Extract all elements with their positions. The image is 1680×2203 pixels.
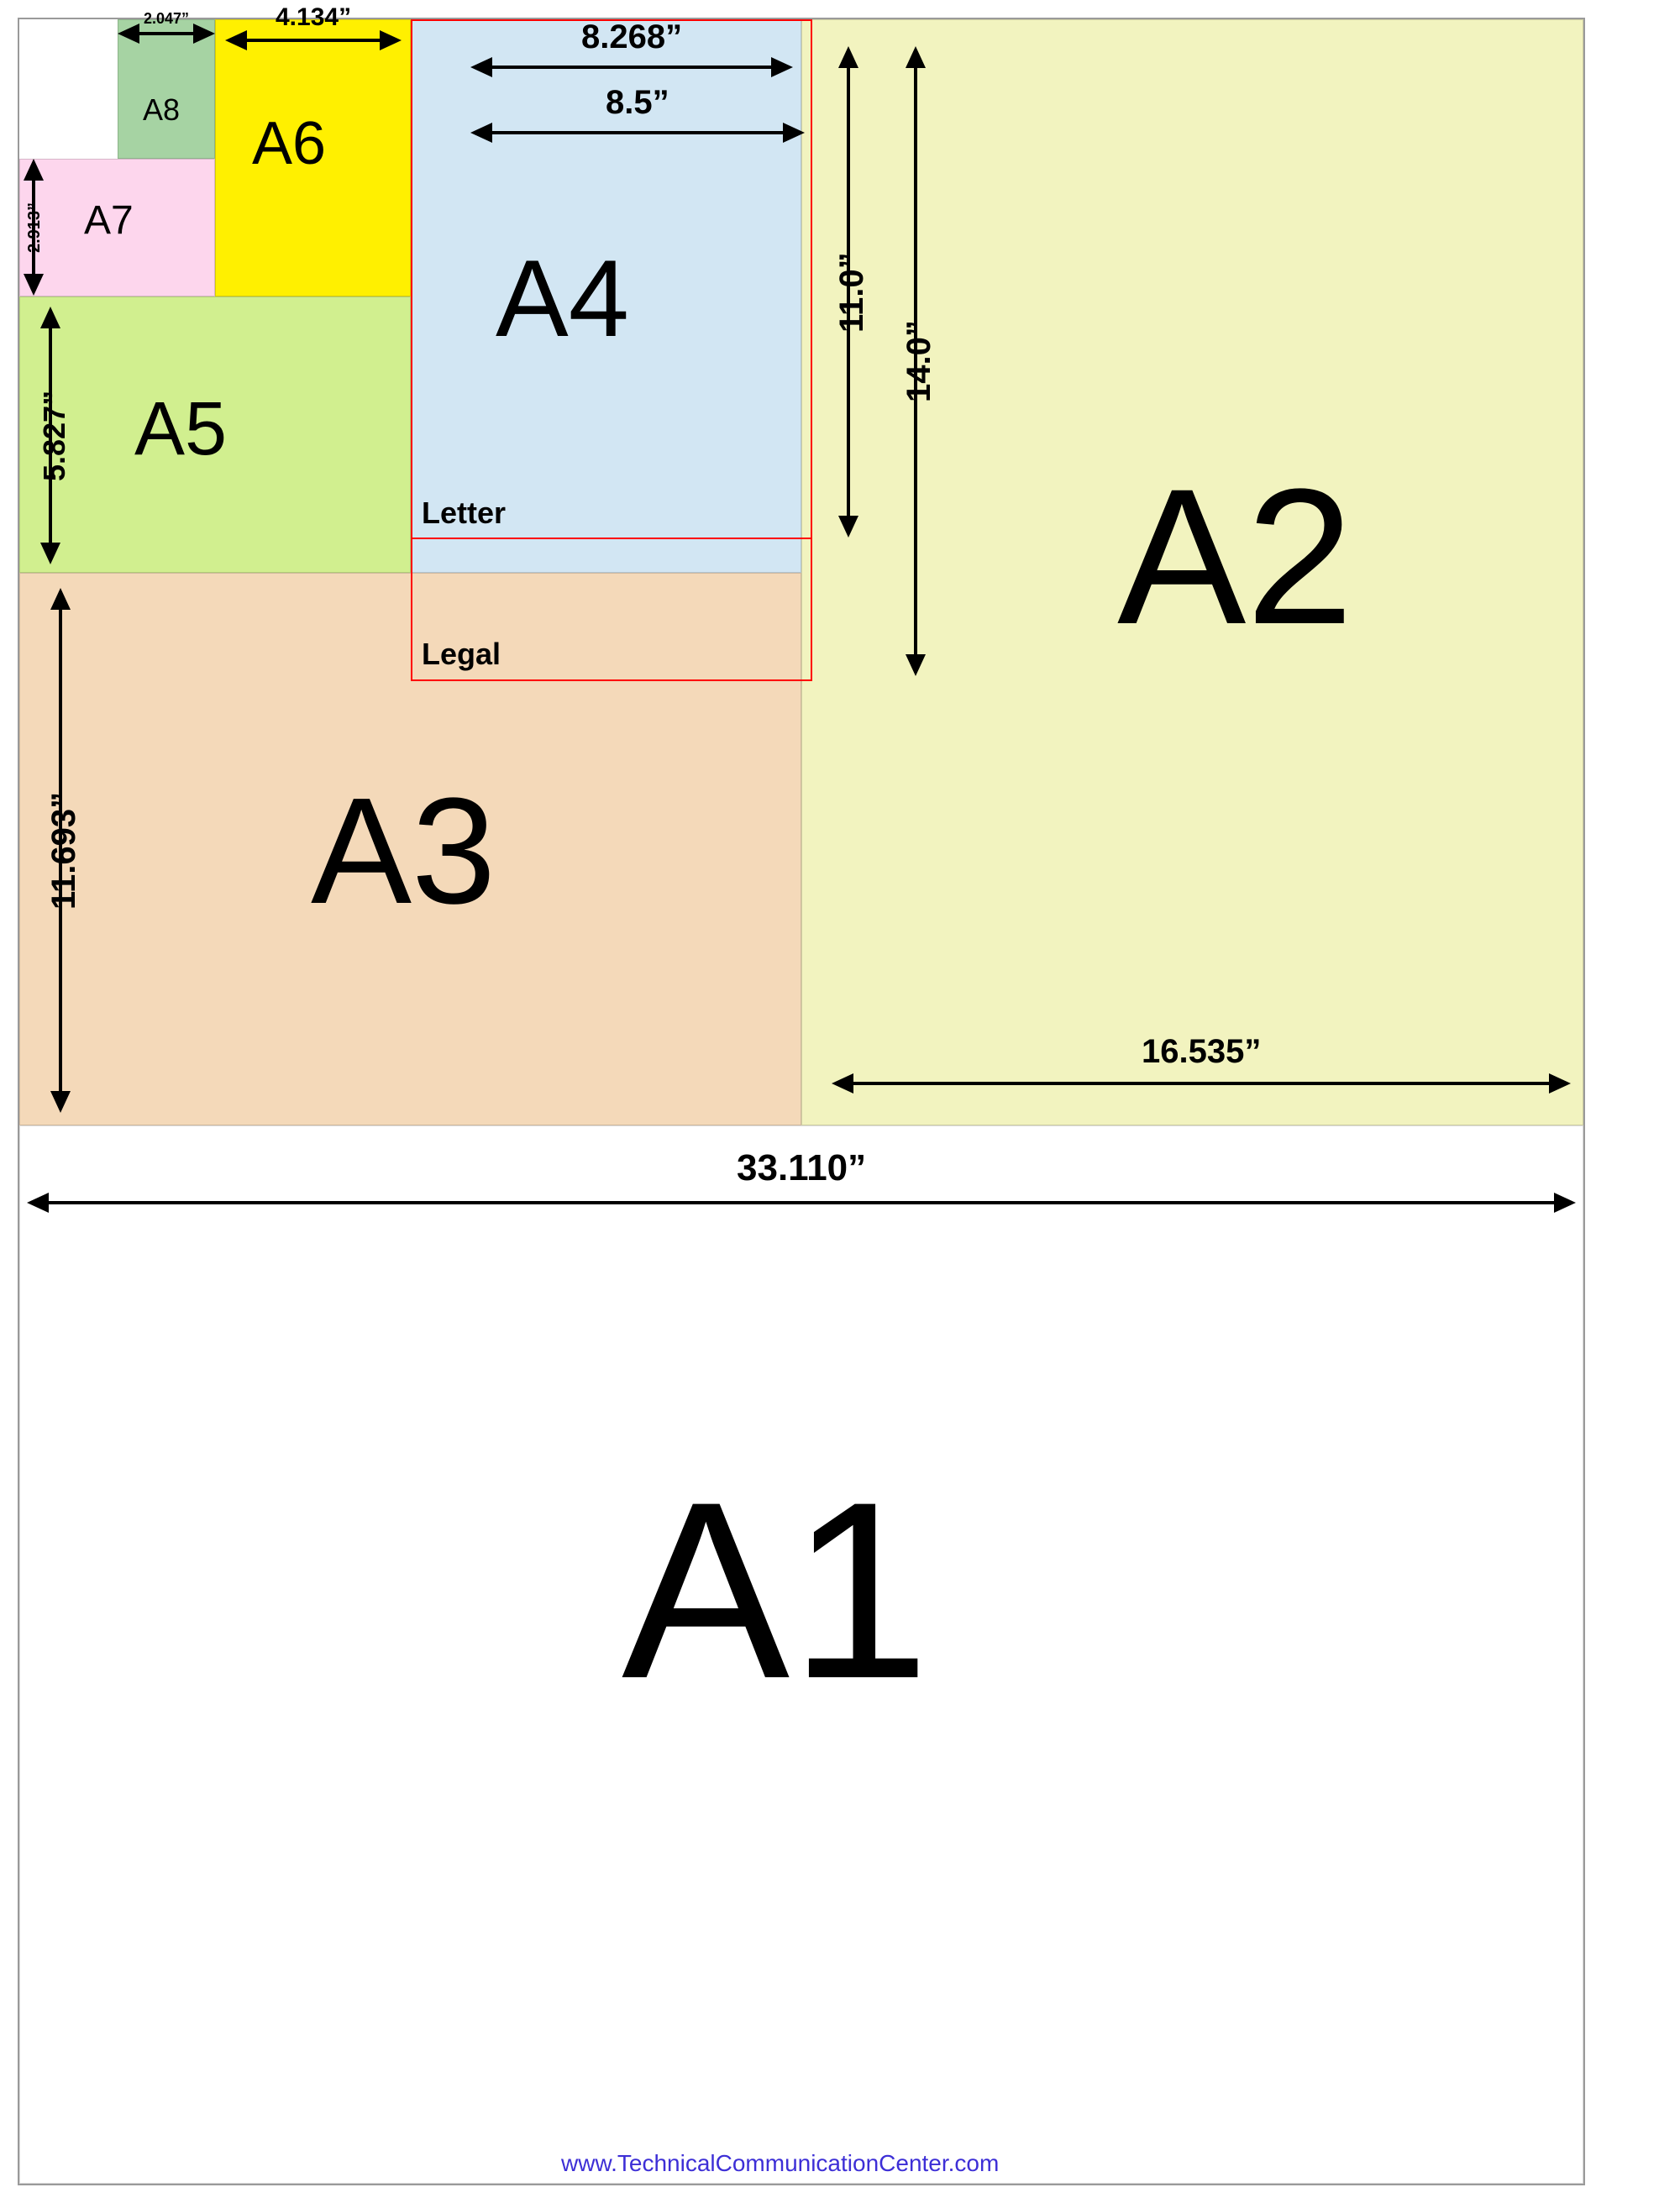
box-a8 <box>118 19 215 159</box>
dim-a2-width: 16.535” <box>1142 1033 1261 1071</box>
label-a2: A2 <box>1117 445 1353 668</box>
dim-legal-height: 14.0” <box>900 320 938 402</box>
dim-a7-height: 2.913” <box>25 202 45 252</box>
dim-letter-width: 8.5” <box>606 84 669 122</box>
label-a3: A3 <box>311 764 496 938</box>
label-letter: Letter <box>422 496 506 531</box>
dim-a3-height: 11.693” <box>45 791 83 909</box>
label-a1: A1 <box>622 1445 930 1735</box>
label-a6: A6 <box>252 109 326 178</box>
label-a5: A5 <box>134 386 227 473</box>
label-a4: A4 <box>496 235 629 361</box>
paper-size-diagram: A1 A2 A3 A4 A5 A6 A7 A8 Letter Legal 2.0… <box>0 0 1680 2203</box>
dim-a1-width: 33.110” <box>737 1147 866 1189</box>
label-a7: A7 <box>84 197 134 244</box>
dim-a6-width: 4.134” <box>276 3 351 32</box>
dim-letter-height: 11.0” <box>833 252 871 333</box>
dim-a8-width: 2.047” <box>144 10 189 28</box>
dim-a5-height: 5.827” <box>37 390 72 480</box>
label-a8: A8 <box>143 92 180 128</box>
dim-a4-width: 8.268” <box>581 18 682 56</box>
footer-link: www.TechnicalCommunicationCenter.com <box>561 2150 999 2177</box>
label-legal: Legal <box>422 637 501 672</box>
